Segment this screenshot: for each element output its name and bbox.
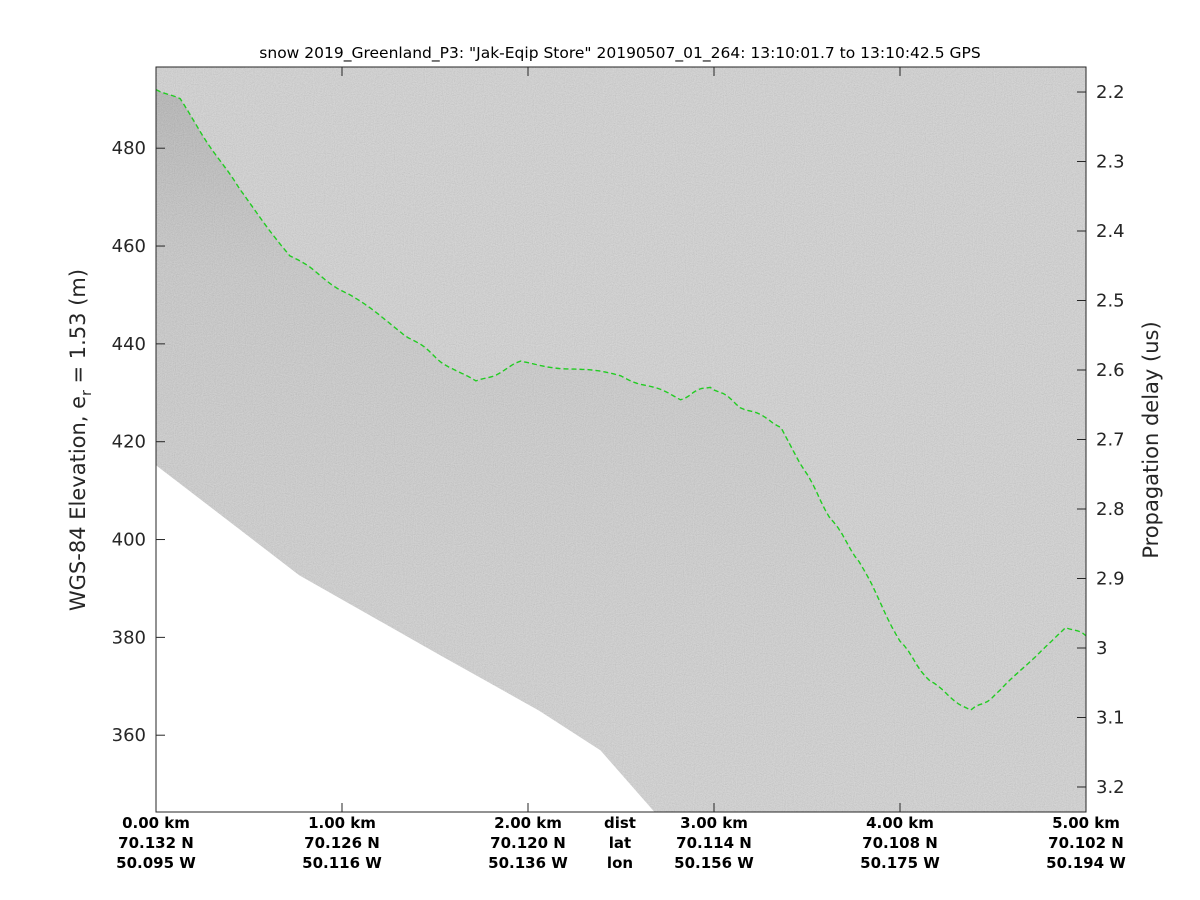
x-tick-label-lon: 50.175 W <box>860 854 940 872</box>
y-right-tick-label: 2.9 <box>1096 568 1125 589</box>
y-right-tick-label: 3 <box>1096 638 1107 659</box>
y-left-tick-label: 360 <box>112 725 146 746</box>
x-tick-label-dist: 5.00 km <box>1052 814 1120 832</box>
x-tick-label-lat: 70.114 N <box>676 834 752 852</box>
x-tick-label-dist: 0.00 km <box>122 814 190 832</box>
x-tick-label-lon: 50.194 W <box>1046 854 1126 872</box>
no-data-region <box>156 465 655 812</box>
x-tick-label-lon: 50.116 W <box>302 854 382 872</box>
x-tick-label-lon: 50.136 W <box>488 854 568 872</box>
x-tick-label-lon: 50.156 W <box>674 854 754 872</box>
x-tick-label-lat: 70.132 N <box>118 834 194 852</box>
x-tick-label-dist: 4.00 km <box>866 814 934 832</box>
y-left-tick-label: 400 <box>112 530 146 551</box>
row-label-dist: dist <box>604 814 636 832</box>
y-right-tick-label: 2.2 <box>1096 82 1125 103</box>
y-right-tick-label: 2.4 <box>1096 221 1125 242</box>
y-left-tick-label: 420 <box>112 432 146 453</box>
row-label-lon: lon <box>607 854 633 872</box>
x-tick-label-lat: 70.102 N <box>1048 834 1124 852</box>
x-tick-label-dist: 2.00 km <box>494 814 562 832</box>
y-axis-left-label: WGS-84 Elevation, er = 1.53 (m) <box>66 269 95 611</box>
y-right-tick-label: 2.7 <box>1096 430 1125 451</box>
x-tick-label-lon: 50.095 W <box>116 854 196 872</box>
y-right-tick-label: 2.6 <box>1096 360 1125 381</box>
y-axis-right-label: Propagation delay (us) <box>1139 321 1163 558</box>
x-tick-label-dist: 3.00 km <box>680 814 748 832</box>
y-right-tick-label: 3.2 <box>1096 777 1125 798</box>
y-left-tick-label: 480 <box>112 138 146 159</box>
x-tick-label-dist: 1.00 km <box>308 814 376 832</box>
y-right-tick-label: 3.1 <box>1096 707 1125 728</box>
row-label-lat: lat <box>609 834 631 852</box>
y-left-tick-label: 380 <box>112 627 146 648</box>
y-left-tick-label: 460 <box>112 236 146 257</box>
y-right-tick-label: 2.3 <box>1096 152 1125 173</box>
x-tick-label-lat: 70.108 N <box>862 834 938 852</box>
y-left-tick-label: 440 <box>112 334 146 355</box>
chart-title: snow 2019_Greenland_P3: "Jak-Eqip Store"… <box>259 44 980 63</box>
surface-line <box>156 88 1086 711</box>
y-right-tick-label: 2.5 <box>1096 291 1125 312</box>
x-tick-label-lat: 70.120 N <box>490 834 566 852</box>
y-right-tick-label: 2.8 <box>1096 499 1125 520</box>
x-tick-label-lat: 70.126 N <box>304 834 380 852</box>
